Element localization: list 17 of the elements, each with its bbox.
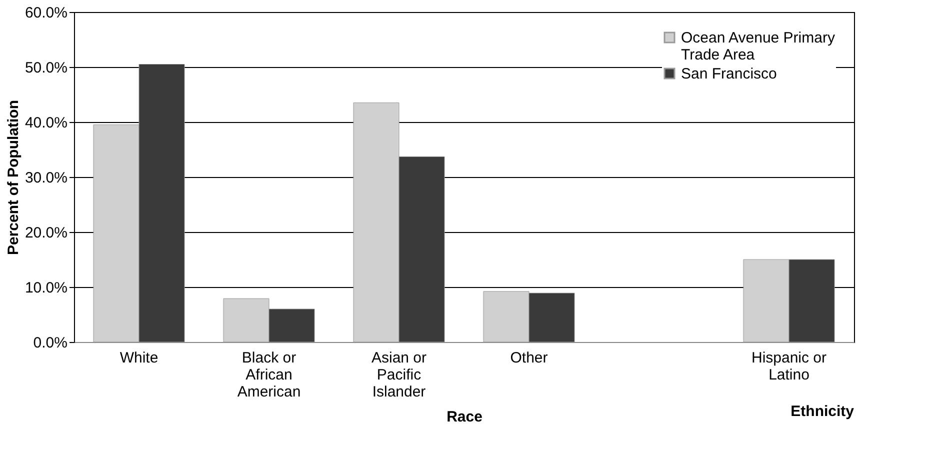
y-tick-label: 10.0% <box>24 280 68 296</box>
x-tick-label: Black or African American <box>237 350 301 400</box>
y-tick-label: 0.0% <box>33 334 68 352</box>
y-tick-label: 30.0% <box>24 170 68 186</box>
y-tick-label: 60.0% <box>24 4 68 22</box>
legend-label: Ocean Avenue Primary Trade Area <box>681 30 836 64</box>
x-axis-title: Race <box>446 408 482 426</box>
x-tick-label: Hispanic or Latino <box>751 350 827 384</box>
legend-label: San Francisco <box>681 66 777 82</box>
y-axis-title: Percent of Population <box>4 100 22 256</box>
y-tick-label: 20.0% <box>24 224 68 242</box>
x-tick-label: White <box>120 350 158 366</box>
text: Ethnicity <box>790 403 855 420</box>
x-tick-label: Asian or Pacific Islander <box>371 350 427 400</box>
x-tick-label: Other <box>510 350 548 366</box>
y-tick-label: 40.0% <box>24 114 68 132</box>
y-tick-label: 50.0% <box>24 60 68 76</box>
